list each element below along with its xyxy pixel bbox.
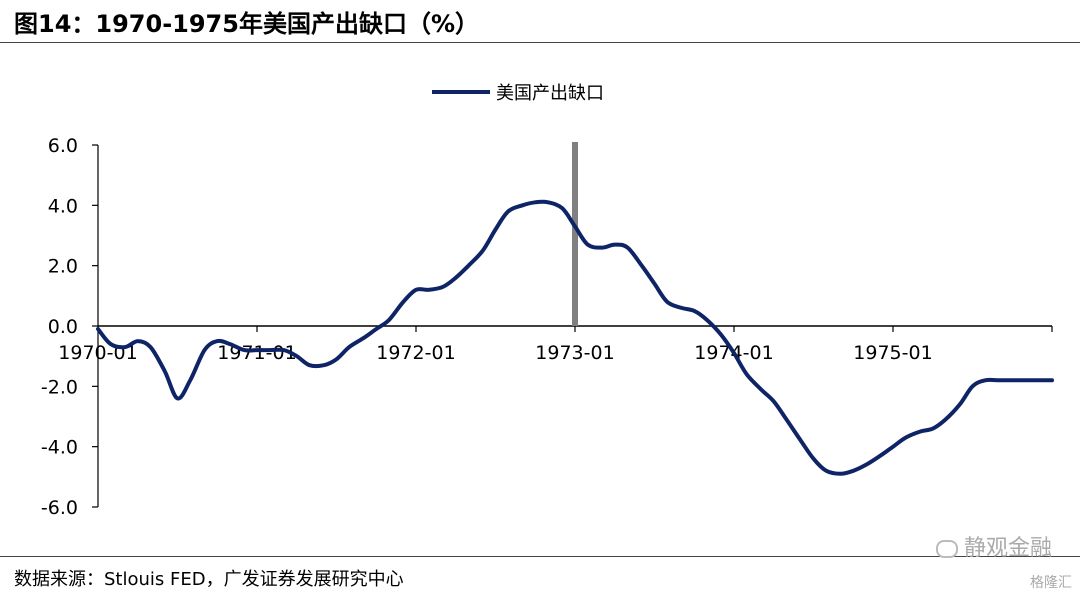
y-tick-label: 2.0 bbox=[48, 256, 78, 278]
footer-divider bbox=[0, 556, 1080, 557]
y-tick-label: -6.0 bbox=[41, 497, 78, 519]
y-tick-label: 4.0 bbox=[48, 195, 78, 217]
series-line bbox=[96, 199, 1054, 476]
y-tick-label: 0.0 bbox=[48, 316, 78, 338]
watermark-text: 静观金融 bbox=[963, 536, 1052, 561]
watermark: 静观金融 bbox=[935, 530, 1052, 562]
y-tick-label: -2.0 bbox=[41, 376, 78, 398]
x-tick-label: 1973-01 bbox=[535, 342, 614, 364]
source-note: 数据来源：Stlouis FED，广发证券发展研究中心 bbox=[14, 569, 404, 590]
chart-title: 图14：1970-1975年美国产出缺口（%） bbox=[14, 10, 479, 38]
legend: 美国产出缺口 bbox=[432, 83, 604, 104]
watermark-sub: 格隆汇 bbox=[1030, 575, 1072, 591]
series-layer bbox=[96, 199, 1054, 476]
y-tick-label: -4.0 bbox=[41, 437, 78, 459]
x-tick-label: 1972-01 bbox=[376, 342, 455, 364]
y-tick-label: 6.0 bbox=[48, 135, 78, 157]
legend-label: 美国产出缺口 bbox=[496, 83, 604, 104]
title-divider bbox=[0, 42, 1080, 43]
wechat-icon bbox=[935, 540, 958, 558]
x-tick-label: 1975-01 bbox=[853, 342, 932, 364]
